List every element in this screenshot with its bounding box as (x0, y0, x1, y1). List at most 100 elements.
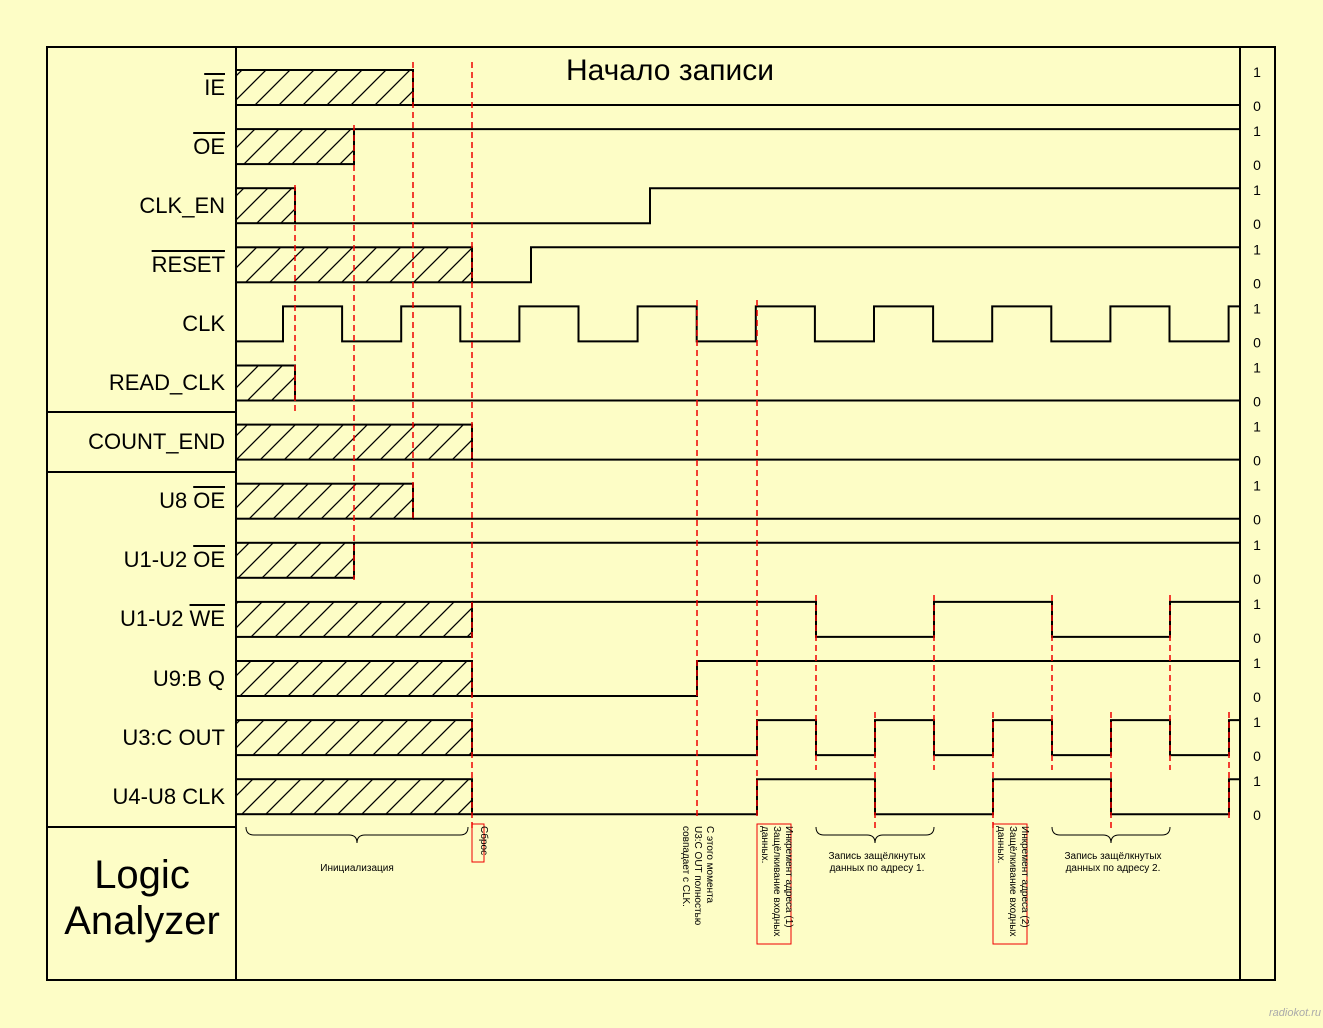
waveform (236, 305, 1240, 343)
title: Начало записи (566, 54, 774, 87)
signal-label: COUNT_END (88, 429, 225, 455)
signal-name-inverted: RESET (151, 251, 225, 277)
watermark: radiokot.ru (1269, 1007, 1321, 1019)
footer-text: Analyzer (64, 899, 220, 943)
level-label: 0 (1253, 453, 1261, 469)
level-label: 1 (1253, 419, 1261, 435)
annotation-box (756, 823, 792, 945)
undefined-state (235, 600, 473, 638)
annotation: Сброс (478, 826, 490, 855)
undefined-state (235, 69, 414, 106)
level-label: 0 (1253, 334, 1261, 350)
level-label: 1 (1253, 655, 1261, 671)
annotation: данных по адресу 2. (1066, 863, 1161, 874)
undefined-state (235, 128, 355, 166)
signal-label: OE (193, 134, 225, 160)
level-label: 1 (1253, 241, 1261, 257)
level-label: 1 (1253, 300, 1261, 316)
level-label: 1 (1253, 123, 1261, 139)
brace (1051, 826, 1171, 844)
signal-label: CLK_EN (139, 193, 225, 219)
annotation: данных. (995, 826, 1006, 863)
level-label: 0 (1253, 98, 1261, 114)
annotation-box (992, 823, 1028, 945)
level-label: 0 (1253, 512, 1261, 528)
annotation: Инициализация (320, 863, 393, 874)
level-label: 1 (1253, 360, 1261, 376)
signal-label: U9:B Q (153, 666, 225, 692)
signal-name: CLK (182, 310, 225, 336)
undefined-state (235, 541, 355, 579)
signal-label: U4-U8 CLK (113, 784, 225, 810)
annotation: данных по адресу 1. (830, 863, 925, 874)
waveform (472, 660, 1240, 697)
level-label: 0 (1253, 748, 1261, 764)
waveform (472, 600, 1240, 638)
signal-label: CLK (182, 311, 225, 337)
annotation: Защёлкивание входных (771, 826, 782, 936)
frame (46, 46, 1276, 981)
annotation: U3:C OUT полностью (692, 826, 703, 926)
signal-name: U8 (159, 488, 188, 514)
signal-name-inverted: IE (204, 74, 225, 100)
undefined-state (235, 364, 296, 402)
annotation: С этого момента (704, 826, 715, 904)
signal-label: RESET (152, 252, 225, 278)
level-label: 0 (1253, 630, 1261, 646)
waveform (472, 778, 1240, 816)
signal-name: U3:C OUT (122, 724, 225, 750)
annotation: Инкремент адреса (2) (1019, 826, 1030, 928)
level-label: 0 (1253, 807, 1261, 823)
undefined-state (235, 719, 473, 757)
annotation: данных. (759, 826, 770, 863)
level-label: 1 (1253, 537, 1261, 553)
annotation: Запись защёлкнутых (828, 851, 925, 862)
signal-name: COUNT_END (88, 429, 225, 455)
signal-name: U1-U2 (123, 547, 188, 573)
signal-name: U9:B Q (152, 665, 225, 691)
signal-name: U4-U8 CLK (112, 783, 225, 809)
level-label: 0 (1253, 689, 1261, 705)
level-label: 1 (1253, 478, 1261, 494)
level-label: 0 (1253, 216, 1261, 232)
level-label: 0 (1253, 157, 1261, 173)
level-label: 1 (1253, 64, 1261, 80)
footer-text: Logic (94, 853, 190, 897)
level-label: 1 (1253, 714, 1261, 730)
level-label: 1 (1253, 182, 1261, 198)
level-label: 1 (1253, 596, 1261, 612)
waveform (472, 719, 1240, 757)
signal-name-inverted: OE (193, 488, 225, 514)
level-label: 0 (1253, 571, 1261, 587)
level-label: 0 (1253, 275, 1261, 291)
annotation: совпадает с CLK. (680, 826, 691, 907)
signal-name-inverted: WE (189, 606, 225, 632)
undefined-state (235, 778, 473, 816)
annotation: Инкремент адреса (1) (783, 826, 794, 928)
signal-name: CLK_EN (139, 192, 225, 218)
annotation: Защёлкивание входных (1007, 826, 1018, 936)
annotation-box (471, 823, 485, 863)
undefined-state (235, 187, 296, 225)
signal-label: U3:C OUT (122, 725, 225, 751)
signal-label: IE (204, 75, 225, 101)
waveform (295, 187, 1240, 225)
signal-name-inverted: OE (193, 547, 225, 573)
brace (815, 826, 935, 844)
undefined-state (235, 482, 414, 520)
waveform (472, 246, 1240, 284)
signal-label: U1-U2 OE (124, 547, 225, 573)
annotation: Запись защёлкнутых (1064, 851, 1161, 862)
level-label: 0 (1253, 394, 1261, 410)
signal-label: U1-U2 WE (120, 606, 225, 632)
level-label: 1 (1253, 773, 1261, 789)
undefined-state (235, 660, 473, 697)
signal-name-inverted: OE (193, 133, 225, 159)
signal-label: U8 OE (159, 488, 225, 514)
brace (245, 826, 469, 844)
signal-name: U1-U2 (119, 606, 184, 632)
signal-name: READ_CLK (108, 370, 225, 395)
signal-label: READ_CLK (109, 370, 225, 396)
